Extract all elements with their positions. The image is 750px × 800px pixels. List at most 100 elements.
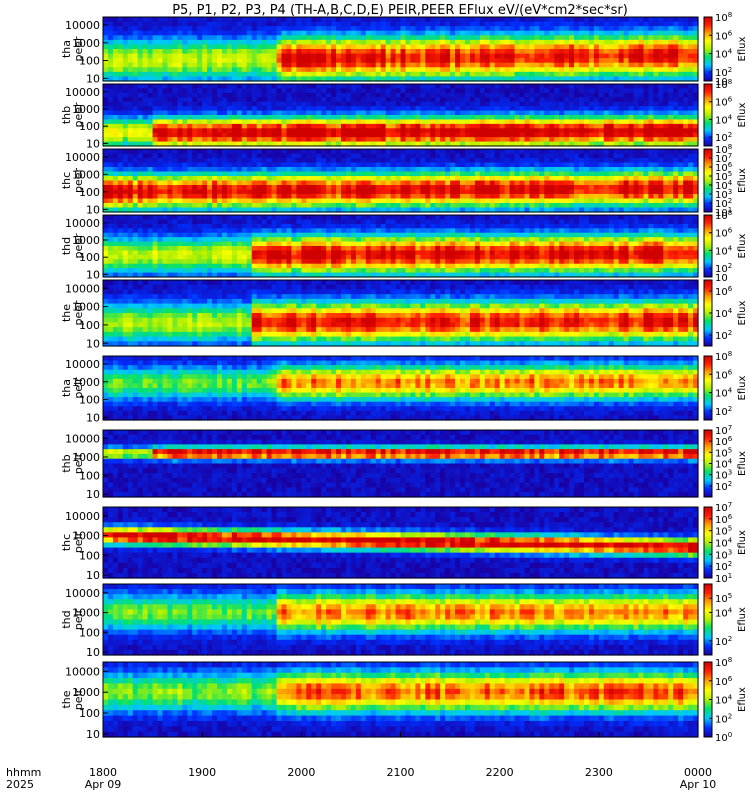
heatmap-cell bbox=[316, 17, 322, 22]
heatmap-cell bbox=[579, 26, 585, 31]
heatmap-cell bbox=[212, 22, 218, 27]
heatmap-cell bbox=[490, 72, 496, 77]
heatmap-cell bbox=[113, 22, 119, 27]
heatmap-cell bbox=[485, 44, 491, 49]
heatmap-cell bbox=[118, 137, 124, 142]
heatmap-cell bbox=[386, 133, 392, 138]
heatmap-cell bbox=[207, 26, 213, 31]
heatmap-cell bbox=[356, 106, 362, 111]
heatmap-cell bbox=[425, 84, 431, 89]
heatmap-cell bbox=[282, 167, 288, 172]
heatmap-cell bbox=[485, 97, 491, 102]
heatmap-cell bbox=[653, 137, 659, 142]
heatmap-cell bbox=[232, 35, 238, 40]
heatmap-cell bbox=[247, 93, 253, 98]
heatmap-cell bbox=[668, 133, 674, 138]
heatmap-cell bbox=[272, 63, 278, 68]
heatmap-cell bbox=[391, 115, 397, 120]
heatmap-cell bbox=[564, 181, 570, 186]
heatmap-cell bbox=[252, 203, 258, 208]
heatmap-cell bbox=[286, 84, 292, 89]
heatmap-cell bbox=[440, 72, 446, 77]
heatmap-cell bbox=[579, 63, 585, 68]
heatmap-cell bbox=[163, 137, 169, 142]
heatmap-cell bbox=[634, 54, 640, 59]
heatmap-cell bbox=[128, 199, 134, 204]
heatmap-cell bbox=[257, 106, 263, 111]
heatmap-cell bbox=[420, 181, 426, 186]
heatmap-cell bbox=[128, 163, 134, 168]
heatmap-cell bbox=[515, 49, 521, 54]
heatmap-cell bbox=[143, 102, 149, 107]
heatmap-cell bbox=[401, 72, 407, 77]
heatmap-cell bbox=[182, 167, 188, 172]
heatmap-cell bbox=[579, 194, 585, 199]
heatmap-cell bbox=[267, 203, 273, 208]
heatmap-cell bbox=[242, 84, 248, 89]
heatmap-cell bbox=[336, 102, 342, 107]
heatmap-cell bbox=[227, 163, 233, 168]
heatmap-cell bbox=[440, 163, 446, 168]
heatmap-cell bbox=[663, 26, 669, 31]
heatmap-cell bbox=[272, 26, 278, 31]
heatmap-cell bbox=[336, 163, 342, 168]
heatmap-cell bbox=[579, 67, 585, 72]
heatmap-cell bbox=[222, 185, 228, 190]
heatmap-cell bbox=[450, 128, 456, 133]
heatmap-cell bbox=[242, 63, 248, 68]
heatmap-cell bbox=[520, 185, 526, 190]
heatmap-cell bbox=[311, 158, 317, 163]
heatmap-cell bbox=[153, 133, 159, 138]
heatmap-cell bbox=[594, 67, 600, 72]
heatmap-cell bbox=[286, 44, 292, 49]
heatmap-cell bbox=[529, 88, 535, 93]
heatmap-cell bbox=[663, 35, 669, 40]
heatmap-cell bbox=[569, 115, 575, 120]
heatmap-cell bbox=[554, 128, 560, 133]
heatmap-cell bbox=[148, 63, 154, 68]
heatmap-cell bbox=[405, 58, 411, 63]
heatmap-cell bbox=[510, 194, 516, 199]
heatmap-cell bbox=[495, 149, 501, 154]
heatmap-cell bbox=[212, 163, 218, 168]
heatmap-cell bbox=[163, 49, 169, 54]
heatmap-cell bbox=[143, 31, 149, 36]
heatmap-cell bbox=[584, 84, 590, 89]
heatmap-cell bbox=[495, 158, 501, 163]
heatmap-cell bbox=[321, 22, 327, 27]
heatmap-cell bbox=[301, 58, 307, 63]
heatmap-cell bbox=[371, 88, 377, 93]
heatmap-cell bbox=[237, 17, 243, 22]
heatmap-cell bbox=[311, 176, 317, 181]
heatmap-cell bbox=[534, 97, 540, 102]
heatmap-cell bbox=[237, 44, 243, 49]
heatmap-cell bbox=[495, 58, 501, 63]
heatmap-cell bbox=[143, 203, 149, 208]
heatmap-cell bbox=[182, 185, 188, 190]
heatmap-cell bbox=[529, 128, 535, 133]
heatmap-cell bbox=[262, 176, 268, 181]
heatmap-cell bbox=[673, 40, 679, 45]
heatmap-cell bbox=[286, 172, 292, 177]
heatmap-cell bbox=[252, 63, 258, 68]
heatmap-cell bbox=[485, 49, 491, 54]
heatmap-cell bbox=[361, 44, 367, 49]
heatmap-cell bbox=[396, 203, 402, 208]
heatmap-cell bbox=[113, 203, 119, 208]
heatmap-cell bbox=[440, 194, 446, 199]
heatmap-cell bbox=[148, 172, 154, 177]
heatmap-cell bbox=[624, 106, 630, 111]
heatmap-cell bbox=[103, 88, 109, 93]
heatmap-cell bbox=[336, 49, 342, 54]
heatmap-cell bbox=[569, 84, 575, 89]
heatmap-cell bbox=[430, 149, 436, 154]
heatmap-cell bbox=[445, 67, 451, 72]
heatmap-cell bbox=[639, 185, 645, 190]
heatmap-cell bbox=[455, 54, 461, 59]
heatmap-cell bbox=[187, 26, 193, 31]
heatmap-cell bbox=[252, 190, 258, 195]
heatmap-cell bbox=[351, 115, 357, 120]
heatmap-cell bbox=[361, 133, 367, 138]
heatmap-cell bbox=[455, 149, 461, 154]
heatmap-cell bbox=[167, 181, 173, 186]
